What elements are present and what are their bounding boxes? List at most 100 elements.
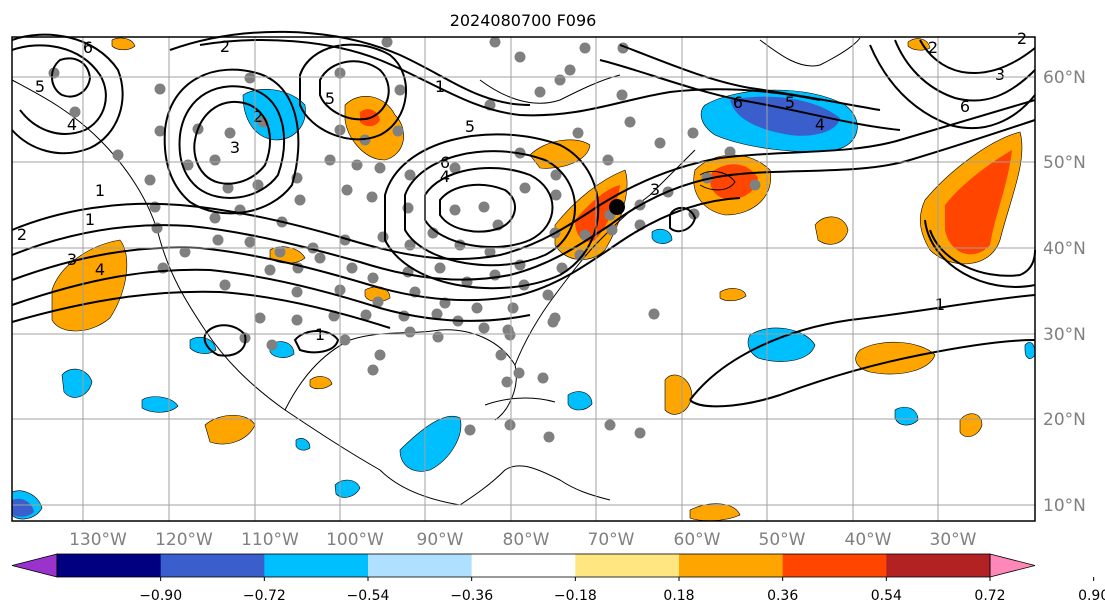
contour-line-west-ring-3 <box>163 68 300 215</box>
station-dot <box>219 279 231 291</box>
contour-line-pacific-low-1 <box>11 99 1036 260</box>
shade-pos-greenland <box>907 38 931 51</box>
colorbar-bin <box>679 554 784 577</box>
station-dot <box>366 191 378 203</box>
colorbar-tick-label: 0.54 <box>871 588 902 604</box>
colorbar-tick-label: 0.18 <box>663 588 694 604</box>
station-dot <box>507 302 519 314</box>
contour-label: 1 <box>935 295 945 314</box>
colorbar-bin <box>886 554 991 577</box>
station-dot <box>274 246 286 258</box>
station-dot <box>254 312 266 324</box>
colorbar-bin <box>368 554 473 577</box>
colorbar-outline <box>56 553 991 578</box>
lon-tick-label: 90°W <box>417 530 464 550</box>
coastline-cuba <box>484 397 556 406</box>
station-dot <box>572 127 584 139</box>
contour-label: 1 <box>435 77 445 96</box>
contour-line-great-lakes-2 <box>404 150 576 267</box>
station-dot <box>209 212 221 224</box>
contour-label: 6 <box>733 93 743 112</box>
shade-pos-pacific <box>51 239 128 332</box>
station-dot <box>431 308 443 320</box>
station-dot <box>144 174 156 186</box>
contour-label: 5 <box>325 89 335 108</box>
station-dot <box>554 74 566 86</box>
contour-label: 5 <box>785 93 795 112</box>
station-dot <box>212 234 224 246</box>
contour-line-canada-ring-2 <box>299 43 407 141</box>
station-dot <box>112 149 124 161</box>
colorbar-tick-label: 0.72 <box>974 588 1005 604</box>
station-dot <box>351 159 363 171</box>
coastline-hudson <box>479 74 621 104</box>
contour-line-ne-atlantic-3 <box>919 39 1036 74</box>
station-dot <box>489 36 501 48</box>
station-dot <box>392 125 404 137</box>
contour-label: 6 <box>83 38 93 57</box>
lat-tick-label: 50°N <box>1043 153 1086 173</box>
station-dot <box>360 309 372 321</box>
map-frame <box>11 36 1036 522</box>
colorbar-bin <box>471 554 576 577</box>
station-dot <box>478 201 490 213</box>
station-dot <box>543 431 555 443</box>
contour-line-labrador-1 <box>599 59 901 131</box>
colorbar-tick-label: −0.54 <box>347 588 390 604</box>
station-dot <box>339 334 351 346</box>
latitude-tick-labels: 60°N 50°N 40°N 30°N 20°N 10°N <box>1043 68 1086 516</box>
coastline-gulf <box>284 329 517 421</box>
station-dot <box>244 236 256 248</box>
station-dot <box>724 146 736 158</box>
lon-tick-label: 30°W <box>930 530 977 550</box>
contour-label: 6 <box>960 97 970 116</box>
station-dot <box>484 246 496 258</box>
contour-line-ne-atlantic-1 <box>869 44 1036 130</box>
contour-line-labrador-2 <box>619 44 881 111</box>
storm-center-marker <box>609 199 625 215</box>
contour-line-east-ring <box>929 229 1036 277</box>
station-dot <box>579 229 591 241</box>
station-dot <box>449 204 461 216</box>
station-dot <box>222 182 234 194</box>
station-dot <box>449 162 461 174</box>
shade-neg-central-atl <box>747 327 816 362</box>
contour-label: 2 <box>17 225 27 244</box>
station-dot <box>394 84 406 96</box>
lon-tick-label: 80°W <box>503 530 550 550</box>
station-dot <box>381 36 393 48</box>
station-dot <box>602 154 614 166</box>
contour-label: 2 <box>253 107 263 126</box>
colorbar-bin <box>264 554 369 577</box>
lon-tick-label: 100°W <box>326 530 384 550</box>
station-dot <box>634 427 646 439</box>
colorbar: −0.90 −0.72 −0.54 −0.36 −0.18 0.18 0.36 0.54 0.7… <box>11 553 1105 604</box>
station-dot <box>464 424 476 436</box>
station-dot <box>654 137 666 149</box>
shade-pos-midatl <box>664 374 693 415</box>
contour-line-canada-ring <box>319 60 390 121</box>
shade-pos-hudson <box>529 139 591 169</box>
station-dot <box>244 72 256 84</box>
contour-label: 5 <box>35 77 45 96</box>
coastline-newfoundland <box>699 171 736 191</box>
station-dot <box>404 326 416 338</box>
station-dot <box>579 42 591 54</box>
contour-line-great-lakes-4 <box>439 183 516 233</box>
station-dot <box>687 127 699 139</box>
map-title: 2024080700 F096 <box>450 11 597 30</box>
shade-pos-atlantic-ne-core <box>945 150 1012 255</box>
shade-pos-pacific-top <box>111 37 136 51</box>
contour-line-pacific-low-4 <box>11 268 531 322</box>
contour-line-pacific-low-2 <box>11 119 1036 281</box>
contour-label: 2 <box>928 38 938 57</box>
station-dot <box>377 231 389 243</box>
shade-neg-s-atl-2 <box>894 407 919 426</box>
station-dot <box>291 314 303 326</box>
shade-neg-pacific-sw <box>61 368 93 398</box>
lon-tick-label: 70°W <box>588 530 635 550</box>
station-dot <box>574 249 586 261</box>
contour-line-east-ring-2 <box>924 219 1036 288</box>
colorbar-tick-label: 0.90 <box>1078 588 1105 604</box>
